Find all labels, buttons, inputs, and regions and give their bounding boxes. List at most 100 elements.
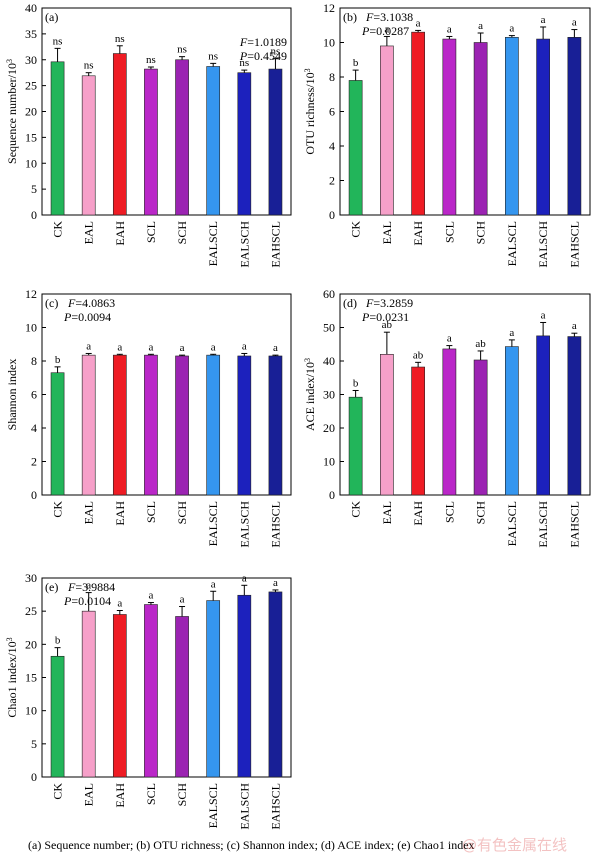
stat-f: F=4.0863 xyxy=(67,296,115,310)
significance-label: a xyxy=(273,577,278,589)
bar xyxy=(206,66,221,216)
plot-frame xyxy=(339,7,591,216)
bar xyxy=(442,38,457,216)
y-tick-label: 60 xyxy=(323,287,335,301)
chart-panel-3: 0 2 4 6 8 10 12 Shannon index b CK a EAL a EAH a SCL a SC… xyxy=(5,287,292,548)
y-tick-label: 30 xyxy=(25,53,37,67)
bar xyxy=(567,37,582,216)
y-tick-label: 10 xyxy=(25,156,37,170)
category-label: SCL xyxy=(442,501,456,523)
bar xyxy=(50,61,65,216)
significance-label: a xyxy=(180,594,185,606)
category-label: CK xyxy=(51,221,65,238)
significance-label: a xyxy=(117,598,122,610)
significance-label: ns xyxy=(271,46,281,58)
bar xyxy=(536,38,550,216)
stat-f: F=1.0189 xyxy=(239,35,287,49)
category-label: SCH xyxy=(175,501,189,525)
significance-label: a xyxy=(572,17,577,29)
bar xyxy=(175,59,189,216)
significance-label: a xyxy=(509,327,514,339)
y-tick-label: 30 xyxy=(25,571,37,585)
watermark: @有色金属在线 xyxy=(462,836,568,854)
bar xyxy=(268,591,283,778)
category-label: EAL xyxy=(82,221,96,244)
y-tick-label: 0 xyxy=(31,488,37,502)
significance-label: b xyxy=(353,57,359,69)
y-tick-label: 12 xyxy=(323,1,335,15)
y-tick-label: 15 xyxy=(25,130,37,144)
significance-label: b xyxy=(55,354,61,366)
category-label: SCL xyxy=(442,221,456,243)
category-label: EAH xyxy=(113,783,127,808)
significance-label: a xyxy=(447,333,452,345)
chart-panel-4: 0 10 20 30 40 50 60 ACE index/103 b CK ab EAL ab EAH a… xyxy=(303,287,591,548)
category-label: EALSCH xyxy=(536,221,550,268)
panel-label: (a) xyxy=(45,10,58,24)
significance-label: a xyxy=(211,578,216,590)
category-label: EAHSCL xyxy=(268,221,282,268)
bar xyxy=(237,72,252,216)
bar xyxy=(206,600,221,778)
bar xyxy=(268,68,283,216)
plot-frame xyxy=(41,293,292,496)
category-label: CK xyxy=(51,501,65,518)
bar xyxy=(536,335,550,496)
stat-p: P=0.4549 xyxy=(239,49,287,63)
y-tick-label: 35 xyxy=(25,27,37,41)
significance-label: a xyxy=(242,572,247,584)
category-label: CK xyxy=(349,221,363,238)
category-label: SCH xyxy=(474,221,488,245)
bar xyxy=(81,610,96,778)
panel-label: (b) xyxy=(343,10,357,24)
stat-p: P=0.0287 xyxy=(361,24,409,38)
y-tick-label: 6 xyxy=(31,388,37,402)
y-axis-label: OTU richness/103 xyxy=(303,68,318,154)
y-tick-label: 25 xyxy=(25,604,37,618)
y-tick-label: 20 xyxy=(25,637,37,651)
bar xyxy=(237,355,252,496)
bar xyxy=(112,354,127,496)
bar xyxy=(206,354,221,496)
bar xyxy=(144,68,158,216)
category-label: SCH xyxy=(175,221,189,245)
panel-label: (d) xyxy=(343,296,357,310)
category-label: EALSCH xyxy=(237,501,251,548)
bar xyxy=(175,616,189,778)
bar xyxy=(411,366,425,496)
significance-label: a xyxy=(478,20,483,32)
y-tick-label: 50 xyxy=(323,321,335,335)
category-label: EAL xyxy=(82,501,96,524)
significance-label: a xyxy=(86,580,91,592)
category-label: EAH xyxy=(113,501,127,526)
y-tick-label: 4 xyxy=(329,139,335,153)
bar xyxy=(505,37,519,216)
significance-label: a xyxy=(447,23,452,35)
category-label: SCH xyxy=(474,501,488,525)
chart-panel-5: 0 5 10 15 20 25 30 Chao1 index/103 b CK a EAL a EAH a S… xyxy=(5,571,292,830)
bar xyxy=(442,348,457,496)
y-tick-label: 2 xyxy=(31,455,37,469)
y-tick-label: 40 xyxy=(25,1,37,15)
category-label: EALSCL xyxy=(505,501,519,546)
y-tick-label: 8 xyxy=(31,354,37,368)
y-axis-label: Sequence number/103 xyxy=(5,59,20,164)
y-tick-label: 15 xyxy=(25,671,37,685)
category-label: EAH xyxy=(411,501,425,526)
chart-panel-2: 0 2 4 6 8 10 12 OTU richness/103 b CK a EAL a EAH a SCL… xyxy=(303,1,591,268)
category-label: EAL xyxy=(380,221,394,244)
bar xyxy=(81,354,96,496)
bar xyxy=(237,594,252,778)
significance-label: a xyxy=(384,23,389,35)
significance-label: ab xyxy=(475,338,486,350)
significance-label: a xyxy=(416,17,421,29)
y-axis-label: Chao1 index/103 xyxy=(5,637,20,717)
significance-label: a xyxy=(117,341,122,353)
y-tick-label: 40 xyxy=(323,354,335,368)
category-label: EAHSCL xyxy=(268,501,282,548)
significance-label: a xyxy=(541,14,546,26)
category-label: EALSCL xyxy=(206,783,220,828)
y-tick-label: 10 xyxy=(323,455,335,469)
y-tick-label: 2 xyxy=(329,174,335,188)
y-tick-label: 20 xyxy=(323,421,335,435)
